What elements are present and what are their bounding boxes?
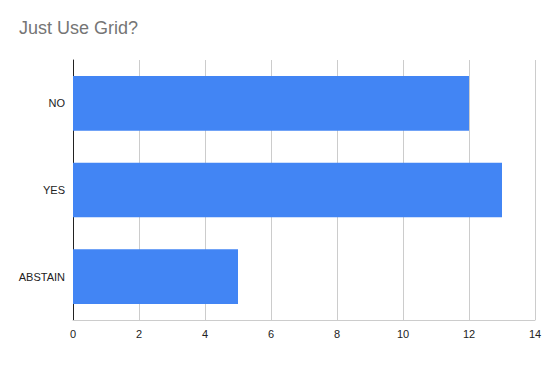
svg-text:8: 8 [334, 328, 340, 340]
svg-text:NO: NO [49, 97, 66, 109]
svg-text:10: 10 [397, 328, 409, 340]
svg-text:Just Use Grid?: Just Use Grid? [19, 18, 138, 38]
svg-text:0: 0 [70, 328, 76, 340]
svg-text:ABSTAIN: ABSTAIN [19, 271, 65, 283]
svg-text:14: 14 [529, 328, 541, 340]
svg-text:YES: YES [43, 184, 65, 196]
svg-text:2: 2 [136, 328, 142, 340]
svg-text:12: 12 [463, 328, 475, 340]
svg-text:6: 6 [268, 328, 274, 340]
svg-text:4: 4 [202, 328, 208, 340]
